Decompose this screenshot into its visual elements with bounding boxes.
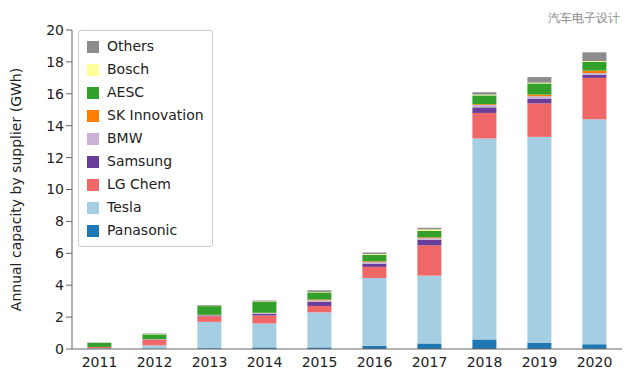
svg-text:8: 8 xyxy=(55,213,64,229)
svg-text:2013: 2013 xyxy=(192,354,228,370)
svg-text:2014: 2014 xyxy=(247,354,283,370)
svg-text:20: 20 xyxy=(46,22,64,38)
html-text:BMW: BMW xyxy=(107,130,143,146)
svg-text:2016: 2016 xyxy=(357,354,393,370)
html-text:Tesla: Tesla xyxy=(107,199,142,215)
html-text:Bosch: Bosch xyxy=(107,61,149,77)
svg-text:6: 6 xyxy=(55,245,64,261)
svg-text:Annual capacity by supplier (G: Annual capacity by supplier (GWh) xyxy=(8,68,24,311)
html-text:Others: Others xyxy=(107,38,154,54)
svg-text:14: 14 xyxy=(46,118,64,134)
svg-text:4: 4 xyxy=(55,277,64,293)
svg-text:10: 10 xyxy=(46,181,64,197)
html-text:Panasonic: Panasonic xyxy=(107,222,178,238)
html-text:AESC: AESC xyxy=(107,84,145,100)
svg-text:2019: 2019 xyxy=(522,354,558,370)
svg-text:2012: 2012 xyxy=(137,354,173,370)
html-text:Samsung: Samsung xyxy=(107,153,172,169)
html-text:SK Innovation: SK Innovation xyxy=(107,107,204,123)
svg-text:2017: 2017 xyxy=(412,354,448,370)
svg-text:2020: 2020 xyxy=(577,354,613,370)
svg-text:2011: 2011 xyxy=(82,354,118,370)
svg-text:2015: 2015 xyxy=(302,354,338,370)
svg-text:16: 16 xyxy=(46,86,64,102)
svg-text:0: 0 xyxy=(55,341,64,357)
html-text:汽车电子设计: 汽车电子设计 xyxy=(548,11,620,25)
svg-text:2: 2 xyxy=(55,309,64,325)
svg-text:18: 18 xyxy=(46,54,64,70)
svg-text:2018: 2018 xyxy=(467,354,503,370)
html-text:LG Chem: LG Chem xyxy=(107,176,171,192)
svg-text:12: 12 xyxy=(46,150,64,166)
